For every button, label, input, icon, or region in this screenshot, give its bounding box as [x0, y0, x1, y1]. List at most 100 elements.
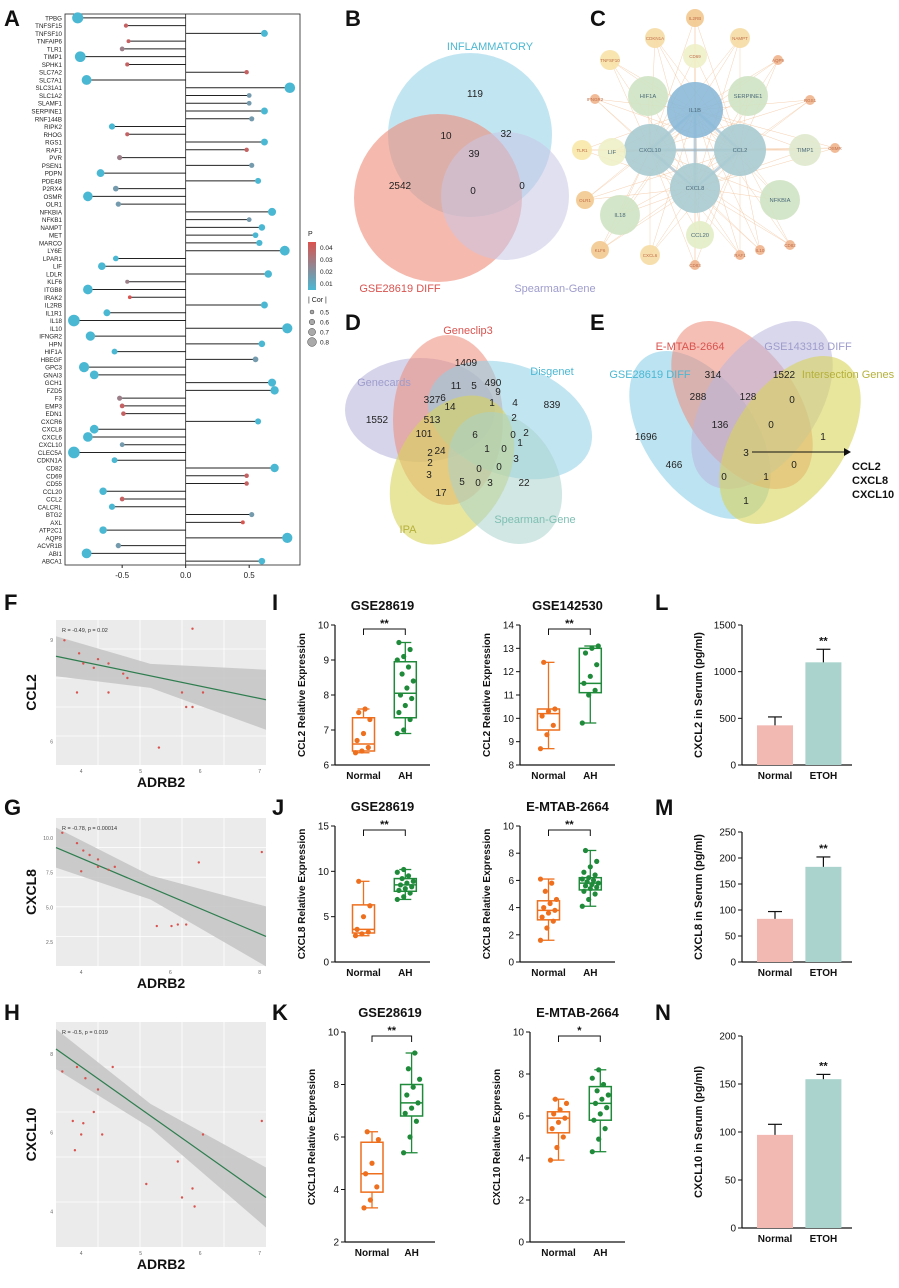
significance-marker: **	[819, 635, 828, 647]
gene-label: BTG2	[46, 512, 63, 519]
data-point	[352, 750, 359, 756]
gene-label: CXCL10	[39, 442, 63, 449]
gene-label: TLR1	[47, 46, 63, 53]
data-point	[394, 657, 400, 663]
data-point	[356, 709, 362, 716]
scatter-ccl2-adrb2: R = -0.49, p = 0.02 4 5 6 7 9 6 ADRB2 CCL2	[23, 620, 267, 790]
y-tick-label: 100	[719, 906, 736, 917]
gene-label: PSEN1	[42, 163, 63, 170]
lollipop-dot	[81, 548, 92, 559]
network-node-label: NFKBIA	[770, 198, 791, 204]
gene-label: TNFAIP6	[37, 39, 63, 46]
gene-label: AXL	[50, 520, 62, 527]
significance-marker: **	[565, 618, 574, 630]
lollipop-frame	[64, 13, 301, 566]
network-node-label: CXCL6	[643, 253, 658, 258]
y-tick-label: 8	[508, 849, 514, 860]
lollipop-dot	[99, 487, 107, 496]
x-category-label: AH	[398, 968, 412, 979]
data-point	[544, 925, 550, 931]
data-point	[539, 914, 545, 920]
lollipop-dot	[74, 51, 86, 63]
y-tick-label: 2	[508, 930, 514, 941]
network-node	[785, 240, 795, 250]
gene-label: ACVR1B	[37, 543, 62, 550]
data-point	[595, 880, 601, 886]
data-point	[582, 883, 589, 889]
venn-d-label-geneclip: Geneclip3	[443, 325, 493, 337]
gene-label: MET	[49, 233, 62, 240]
network-node-label: CCL20	[691, 233, 709, 239]
lollipop-chart: TPBGTNFSF15TNFSF10TNFAIP6TLR1TIMP1SPHK1S…	[31, 12, 333, 580]
lollipop-dot	[258, 224, 266, 231]
confidence-band	[56, 636, 266, 730]
venn-d-count: 2	[427, 458, 433, 469]
venn-e-count: 466	[666, 460, 683, 471]
chart-title: GSE28619	[351, 598, 415, 613]
venn-b-count: 2542	[389, 181, 412, 192]
venn-diagram-d: Geneclip3 Disgenet Genecards IPA Spearma…	[345, 325, 593, 545]
lollipop-dot	[270, 463, 279, 473]
y-axis-label: CXCL8	[23, 869, 39, 915]
data-point	[550, 918, 556, 924]
gene-label: HIF1A	[44, 349, 62, 356]
x-tick-label: 7	[258, 769, 261, 775]
boxplot-cxcl8-gse28619: GSE28619 0 5 10 15 CXCL8 Relative Expression N…	[297, 799, 430, 979]
y-axis-label: CXCL8 Relative Expression	[482, 829, 493, 960]
gene-label: PDPN	[45, 171, 62, 178]
data-point	[409, 884, 415, 890]
venn-d-count: 1	[484, 444, 490, 455]
data-point	[359, 748, 365, 754]
scatter-point	[180, 691, 184, 694]
venn-d-count: 4	[512, 398, 518, 409]
venn-d-count: 3	[513, 454, 519, 465]
data-point	[586, 875, 592, 881]
data-point	[417, 1076, 423, 1082]
network-node	[690, 260, 700, 270]
venn-d-count: 839	[544, 400, 561, 411]
network-node-label: CCL2	[733, 148, 748, 154]
significance-bracket	[558, 1035, 601, 1042]
lollipop-dot	[117, 395, 123, 401]
legend-p-tick: 0.04	[320, 245, 333, 252]
y-tick-label: 4	[508, 903, 514, 914]
boxplot-cxcl10-emtab2664: E-MTAB-2664 0 2 4 6 8 10 CXCL10 Relative Expres…	[492, 1005, 625, 1259]
box-iqr	[360, 1141, 384, 1193]
gene-label: SLAMF1	[38, 101, 63, 108]
y-tick-label: 2	[518, 1196, 524, 1207]
data-point	[407, 646, 413, 653]
venn-b-label-gse: GSE28619 DIFF	[359, 283, 441, 295]
y-axis-label: CXCL10 Relative Expression	[492, 1069, 503, 1205]
y-tick-label: 6	[518, 1112, 524, 1123]
data-point	[409, 1105, 415, 1111]
venn-e-label-emtab: E-MTAB-2664	[656, 341, 725, 353]
y-tick-label: 10.0	[43, 836, 53, 842]
data-point	[369, 1160, 375, 1166]
venn-d-count: 0	[501, 444, 507, 455]
lollipop-dot	[260, 138, 268, 146]
y-tick-label: 0	[730, 761, 736, 772]
data-point	[592, 891, 598, 897]
x-tick-label: 4	[80, 1251, 83, 1257]
data-point	[542, 888, 548, 894]
gene-label: NAMPT	[40, 225, 62, 232]
lollipop-dot	[244, 481, 249, 486]
correlation-annotation: R = -0.5, p = 0.019	[62, 1030, 108, 1036]
gene-label: CCL2	[46, 497, 62, 504]
data-point	[582, 847, 589, 854]
data-point	[405, 1066, 411, 1072]
venn-e-count: 1	[820, 432, 826, 443]
data-point	[415, 1100, 421, 1106]
scatter-point	[96, 657, 100, 661]
venn-d-count: 6	[472, 430, 478, 441]
lollipop-dot	[125, 132, 130, 137]
lollipop-dot	[249, 116, 255, 122]
venn-e-label-gse28619: GSE28619 DIFF	[609, 369, 691, 381]
legend-p-tick: 0.02	[320, 269, 333, 276]
network-node	[670, 163, 720, 213]
venn-d-count: 22	[518, 478, 530, 489]
lollipop-dot	[83, 284, 93, 295]
lollipop-dot	[246, 217, 252, 223]
data-point	[596, 1067, 602, 1073]
venn-d-count: 5	[471, 381, 477, 392]
